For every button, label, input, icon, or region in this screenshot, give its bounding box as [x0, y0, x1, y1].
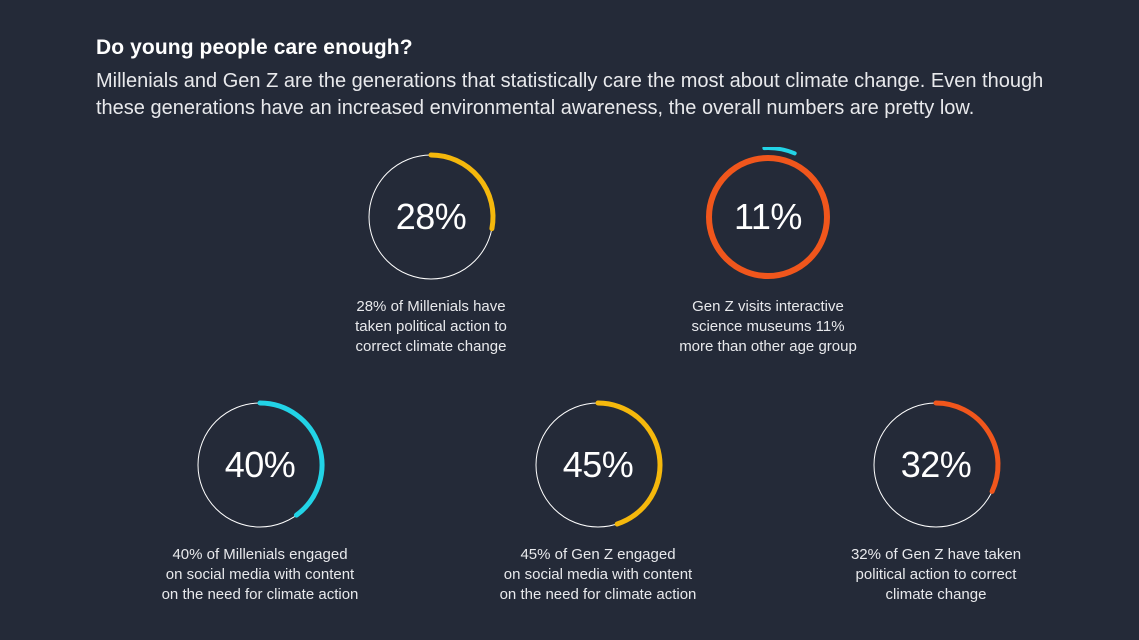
stat-caption: 28% of Millenials have taken political a…	[355, 298, 507, 355]
donut-svg	[197, 400, 325, 528]
donut-value-label: 45%	[562, 444, 634, 485]
donut-chart: 32%	[866, 395, 1006, 535]
donut-chart: 40%	[190, 395, 330, 535]
donut-chart: 45%	[528, 395, 668, 535]
donut-value-arc	[933, 400, 1001, 494]
stat-caption: 32% of Gen Z have taken political action…	[850, 546, 1022, 603]
donut-value-arc	[257, 400, 325, 518]
stat-caption: Gen Z visits interactive science museums…	[679, 298, 857, 355]
donut-value-label: 28%	[395, 196, 467, 237]
donut-svg	[368, 152, 496, 280]
donut-svg	[535, 400, 663, 528]
donut-svg	[873, 400, 1001, 528]
page-subtitle: Millenials and Gen Z are the generations…	[96, 70, 1044, 119]
donut-svg	[706, 147, 830, 279]
stat-caption: 45% of Gen Z engaged on social media wit…	[499, 546, 697, 603]
donut-track	[706, 155, 830, 279]
donut-value-arc	[428, 152, 496, 232]
donut-value-arc	[595, 400, 663, 527]
donut-chart: 28%	[361, 147, 501, 287]
donut-value-label: 11%	[734, 196, 802, 237]
donut-chart: 11%	[698, 147, 838, 287]
donut-value-label: 40%	[224, 444, 296, 485]
donut-value-label: 32%	[900, 444, 972, 485]
donut-value-arc	[762, 147, 797, 156]
page-title: Do young people care enough?	[96, 36, 413, 59]
stat-caption: 40% of Millenials engaged on social medi…	[161, 546, 359, 603]
